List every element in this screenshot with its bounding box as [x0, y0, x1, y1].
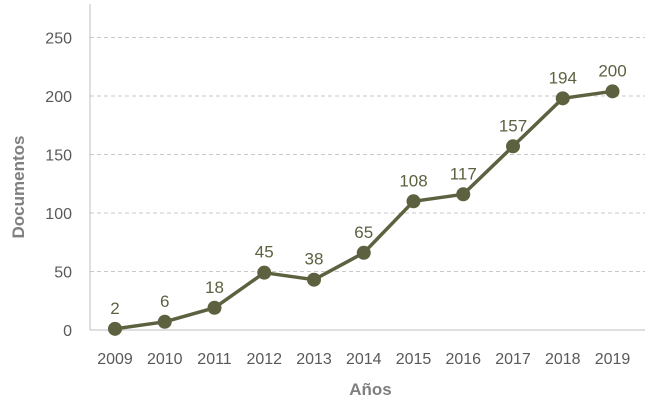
x-tick-label: 2009	[97, 351, 133, 368]
axes	[89, 4, 645, 331]
x-tick-label: 2015	[396, 351, 432, 368]
data-point	[406, 194, 421, 209]
y-tick-label: 200	[45, 89, 72, 106]
data-label: 2	[110, 299, 119, 318]
series-line	[113, 89, 615, 331]
y-axis-title: Documentos	[9, 136, 28, 239]
x-tick-label: 2010	[147, 351, 183, 368]
data-label: 157	[499, 116, 527, 135]
y-tick-label: 150	[45, 148, 72, 165]
x-tick-label: 2017	[495, 351, 531, 368]
y-tick-labels: 0 50 100 150 200 250	[45, 31, 72, 341]
x-tick-label: 2018	[545, 351, 581, 368]
data-point	[157, 314, 172, 329]
x-tick-label: 2012	[246, 351, 282, 368]
data-point	[456, 187, 471, 202]
y-tick-label: 100	[45, 206, 72, 223]
y-tick-label: 0	[63, 323, 72, 340]
data-label: 45	[255, 243, 274, 262]
data-label: 38	[305, 250, 324, 269]
data-point	[605, 84, 620, 99]
x-tick-labels: 2009 2010 2011 2012 2013 2014 2015 2016 2017 2018…	[97, 351, 630, 368]
data-label: 200	[598, 61, 626, 80]
data-label: 108	[399, 171, 427, 190]
data-labels: 2 6 18 45 38 65 108 117 157 194 200	[110, 61, 626, 318]
gridlines	[90, 37, 645, 272]
data-point	[307, 272, 321, 287]
data-label: 6	[160, 292, 169, 311]
data-label: 65	[354, 223, 373, 242]
x-tick-label: 2011	[197, 351, 232, 368]
y-tick-label: 250	[45, 31, 72, 48]
data-point	[555, 91, 570, 106]
x-tick-label: 2014	[346, 351, 382, 368]
x-tick-label: 2013	[296, 351, 332, 368]
x-tick-label: 2019	[595, 351, 631, 368]
x-tick-label: 2016	[445, 351, 481, 368]
data-markers	[108, 84, 620, 336]
series-line-path	[113, 89, 615, 331]
y-tick-label: 50	[54, 265, 72, 282]
data-point	[356, 245, 371, 260]
x-axis-title: Años	[349, 380, 392, 399]
data-point	[506, 139, 520, 154]
data-point	[108, 321, 122, 336]
data-label: 117	[450, 164, 477, 183]
data-point	[257, 265, 272, 280]
data-label: 194	[549, 68, 577, 87]
data-label: 18	[205, 278, 224, 297]
data-point	[207, 300, 222, 315]
